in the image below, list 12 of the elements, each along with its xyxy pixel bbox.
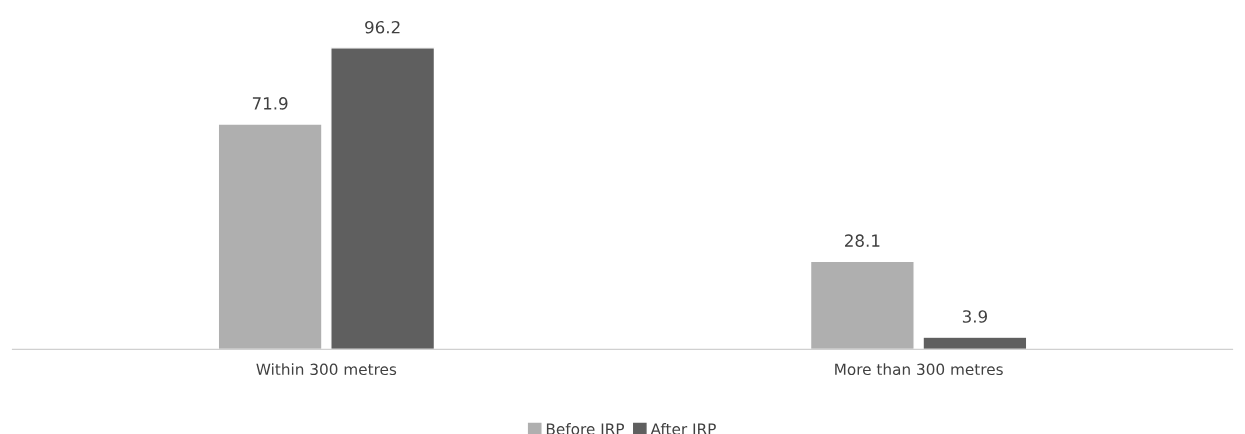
data-label: 96.2 xyxy=(365,20,400,34)
data-label: 3.9 xyxy=(962,310,987,323)
x-tick-label: More than 300 metres xyxy=(835,363,1003,376)
data-label: 71.9 xyxy=(252,97,288,110)
bar xyxy=(330,47,436,350)
data-label: 28.1 xyxy=(845,234,880,247)
legend-label: After IRP xyxy=(650,423,716,434)
bar xyxy=(922,336,1028,350)
legend-label: Before IRP xyxy=(546,423,625,434)
bar xyxy=(809,260,915,350)
x-tick-label: Within 300 metres xyxy=(256,363,397,376)
bar xyxy=(217,123,323,350)
